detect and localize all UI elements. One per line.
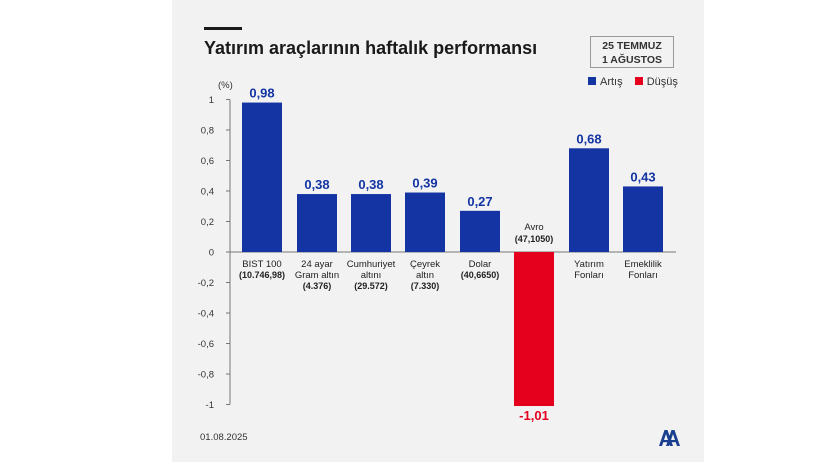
y-tick-label: -0,8 xyxy=(198,370,214,381)
data-label: 0,68 xyxy=(576,131,601,146)
y-tick-label: -1 xyxy=(206,400,214,411)
category-label: Çeyrek xyxy=(410,259,440,270)
y-tick-label: 0,6 xyxy=(201,156,214,167)
category-label: Fonları xyxy=(574,270,604,281)
y-tick-label: 0,4 xyxy=(201,187,214,198)
category-label: Fonları xyxy=(628,270,658,281)
chart-title: Yatırım araçlarının haftalık performansı xyxy=(204,38,538,58)
category-label: 24 ayar xyxy=(301,259,333,270)
publish-date: 01.08.2025 xyxy=(200,432,248,443)
y-tick-label: 0,2 xyxy=(201,217,214,228)
category-sublabel: (10.746,98) xyxy=(239,270,285,280)
category-label: altını xyxy=(361,270,382,281)
legend-label-decrease: Düşüş xyxy=(646,76,678,88)
legend: Artış Düşüş xyxy=(586,76,678,88)
y-tick-label: -0,4 xyxy=(198,309,214,320)
bar xyxy=(297,194,337,252)
bar xyxy=(623,186,663,252)
y-tick-label: 0 xyxy=(209,248,214,259)
data-label: -1,01 xyxy=(519,408,549,423)
date-end: 1 AĞUSTOS xyxy=(601,54,663,66)
title-rule xyxy=(204,27,242,30)
data-label: 0,27 xyxy=(467,194,492,209)
legend-swatch-increase xyxy=(588,77,596,86)
bar xyxy=(569,148,609,252)
category-label: BIST 100 xyxy=(242,259,281,270)
data-label: 0,98 xyxy=(249,86,274,101)
bar xyxy=(351,194,391,252)
category-label: altın xyxy=(416,270,434,281)
category-label: Dolar xyxy=(469,259,492,270)
data-label: 0,43 xyxy=(630,169,655,184)
category-label: Avro xyxy=(524,222,543,233)
legend-label-increase: Artış xyxy=(600,76,623,88)
y-tick-label: 0,8 xyxy=(201,126,214,137)
category-sublabel: (7.330) xyxy=(411,281,440,291)
y-tick-label: -0,6 xyxy=(198,339,214,350)
legend-swatch-decrease xyxy=(634,77,643,86)
category-label: Gram altın xyxy=(295,270,339,281)
legend-item-decrease: Düşüş xyxy=(634,76,678,88)
aa-logo-icon xyxy=(659,430,680,446)
legend-item-increase: Artış xyxy=(588,76,623,88)
date-range-box: 25 TEMMUZ 1 AĞUSTOS xyxy=(590,36,674,68)
category-sublabel: (4.376) xyxy=(303,281,332,291)
data-label: 0,38 xyxy=(358,177,383,192)
y-axis-label: (%) xyxy=(218,80,233,91)
category-label: Cumhuriyet xyxy=(347,259,396,270)
bar xyxy=(242,102,282,252)
category-label: Yatırım xyxy=(574,259,604,270)
category-sublabel: (29.572) xyxy=(354,281,388,291)
y-tick-label: -0,2 xyxy=(198,278,214,289)
bar xyxy=(514,252,554,407)
bar xyxy=(460,210,500,252)
category-sublabel: (47,1050) xyxy=(515,234,554,244)
bar xyxy=(405,192,445,252)
data-label: 0,39 xyxy=(412,176,437,191)
y-tick-label: 1 xyxy=(209,95,214,106)
category-sublabel: (40,6650) xyxy=(461,270,500,280)
category-label: Emeklilik xyxy=(624,259,662,270)
date-start: 25 TEMMUZ xyxy=(602,40,662,52)
data-label: 0,38 xyxy=(304,177,329,192)
